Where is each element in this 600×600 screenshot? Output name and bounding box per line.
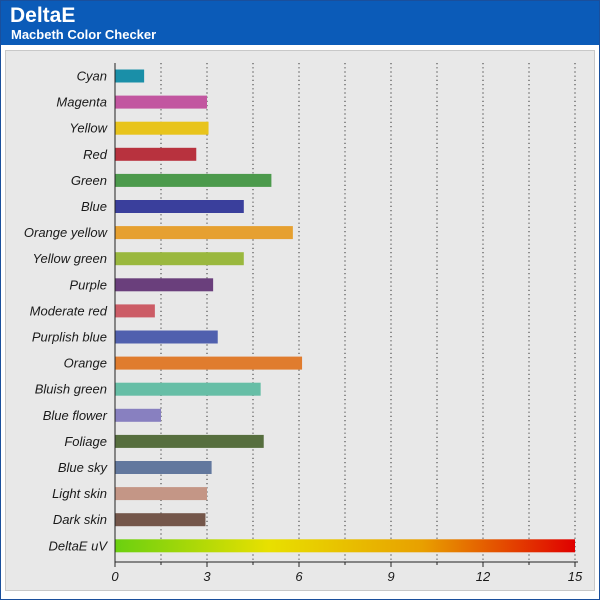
- bar-blue-flower: [115, 408, 161, 422]
- bar-green: [115, 173, 272, 187]
- chart-subtitle: Macbeth Color Checker: [11, 27, 157, 42]
- category-label: Magenta: [56, 95, 107, 110]
- category-label: Bluish green: [35, 382, 107, 397]
- bar-yellow: [115, 121, 209, 135]
- bar-deltae-uv: [115, 539, 575, 553]
- x-tick-label: 3: [203, 569, 211, 584]
- category-label: Orange yellow: [24, 225, 109, 240]
- category-label: Yellow green: [33, 251, 107, 266]
- bar-magenta: [115, 95, 207, 109]
- bar-moderate-red: [115, 304, 155, 318]
- bar-bluish-green: [115, 382, 261, 396]
- category-label: Cyan: [77, 69, 107, 84]
- category-label: DeltaE uV: [48, 538, 108, 553]
- x-tick-label: 0: [111, 569, 119, 584]
- category-label: Blue flower: [43, 408, 108, 423]
- category-label: Foliage: [64, 434, 107, 449]
- bar-purplish-blue: [115, 330, 218, 344]
- category-label: Orange: [64, 356, 107, 371]
- plot-area: [5, 50, 595, 591]
- bar-purple: [115, 278, 214, 292]
- category-label: Dark skin: [53, 512, 107, 527]
- category-label: Blue: [81, 199, 107, 214]
- category-label: Purplish blue: [32, 330, 107, 345]
- bar-orange: [115, 356, 303, 370]
- bar-foliage: [115, 434, 264, 448]
- x-tick-label: 15: [568, 569, 583, 584]
- chart-header: DeltaE Macbeth Color Checker: [1, 1, 599, 45]
- chart-title: DeltaE: [10, 4, 76, 27]
- category-label: Red: [83, 147, 108, 162]
- category-label: Light skin: [52, 486, 107, 501]
- bar-red: [115, 147, 197, 161]
- bar-blue: [115, 200, 244, 213]
- bar-blue-sky: [115, 461, 212, 474]
- bar-light-skin: [115, 487, 207, 501]
- x-tick-label: 6: [295, 569, 303, 584]
- category-label: Green: [71, 173, 107, 188]
- bar-cyan: [115, 69, 145, 83]
- bar-dark-skin: [115, 513, 206, 527]
- category-label: Moderate red: [30, 303, 108, 318]
- category-label: Purple: [69, 277, 107, 292]
- category-label: Yellow: [69, 121, 108, 136]
- x-tick-label: 12: [476, 569, 491, 584]
- category-label: Blue sky: [58, 460, 109, 475]
- bar-orange-yellow: [115, 226, 293, 240]
- bar-yellow-green: [115, 252, 244, 266]
- x-tick-label: 9: [387, 569, 394, 584]
